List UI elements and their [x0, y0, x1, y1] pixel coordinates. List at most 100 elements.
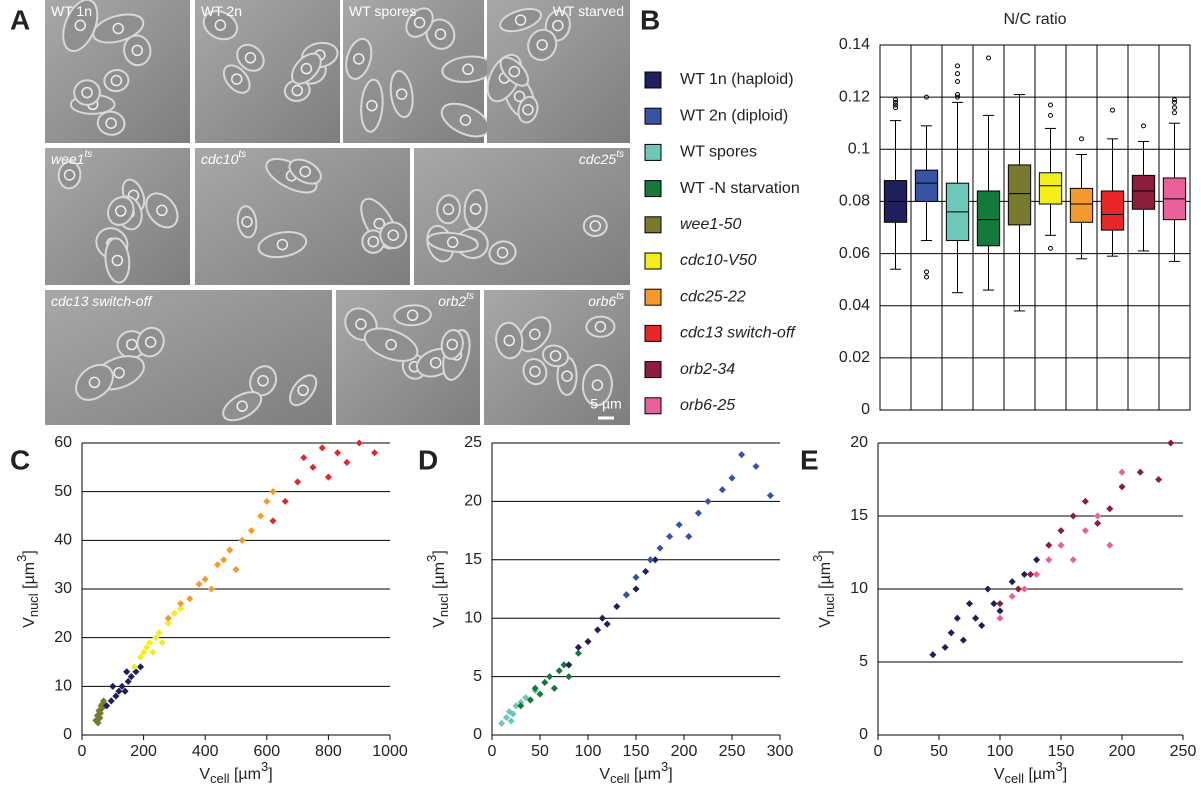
- point: [996, 600, 1004, 608]
- cell: [57, 160, 82, 190]
- nucleus: [299, 165, 311, 178]
- point: [158, 638, 166, 647]
- point: [536, 690, 544, 698]
- legend-swatch: [644, 288, 662, 306]
- point: [130, 663, 138, 671]
- nucleus: [549, 350, 562, 362]
- nucleus: [385, 338, 397, 351]
- outlier: [1110, 107, 1115, 113]
- cell: [517, 95, 539, 124]
- cell: [257, 231, 308, 259]
- x-tick-label: 100: [575, 743, 602, 760]
- axis-label-end: ]: [268, 766, 272, 783]
- nucleus: [462, 63, 474, 76]
- nucleus: [297, 384, 309, 397]
- outlier: [893, 105, 898, 111]
- point: [728, 474, 736, 482]
- image-label-text: WT 2n: [201, 3, 242, 19]
- point: [152, 634, 160, 642]
- y-tick-label: 15: [850, 507, 868, 524]
- point: [929, 651, 937, 659]
- cell: [499, 56, 530, 87]
- outlier: [924, 269, 929, 275]
- point: [522, 694, 530, 702]
- point: [507, 717, 515, 725]
- y-tick-label: 0.06: [839, 245, 870, 262]
- y-tick-label: 10: [54, 678, 72, 695]
- outlier: [924, 94, 929, 100]
- legend-label: orb6-25: [680, 397, 735, 414]
- cell: [389, 69, 414, 119]
- cell: [463, 188, 488, 230]
- legend-label: cdc25-22: [680, 288, 746, 305]
- nucleus: [131, 44, 144, 57]
- nucleus: [446, 236, 459, 249]
- point: [498, 719, 506, 727]
- point: [1155, 475, 1163, 484]
- point: [1094, 519, 1102, 527]
- point: [555, 667, 563, 675]
- image-label-text: WT spores: [349, 3, 416, 19]
- point: [186, 595, 194, 603]
- legend-swatch: [644, 143, 662, 161]
- point: [1014, 585, 1022, 593]
- x-tick-label: 600: [253, 743, 280, 760]
- x-tick-label: 400: [192, 743, 219, 760]
- cell: [96, 110, 126, 136]
- point: [560, 661, 568, 669]
- image-label-text: WT starved: [553, 3, 624, 19]
- nucleus: [514, 14, 527, 26]
- axis-label-sup: 3: [1055, 759, 1062, 774]
- nucleus: [214, 19, 227, 31]
- point: [675, 521, 683, 529]
- axis-label-main: V: [817, 617, 834, 628]
- y-tick-label: 0.14: [839, 36, 870, 53]
- panel-letter: E: [800, 444, 819, 475]
- point: [343, 458, 351, 467]
- outlier: [893, 97, 898, 103]
- axis-label-end: ]: [817, 550, 834, 554]
- nucleus: [74, 19, 87, 32]
- cell: [202, 10, 239, 41]
- axis-label-sub: cell: [1005, 771, 1025, 786]
- point: [512, 702, 520, 710]
- point: [603, 620, 611, 628]
- cell: [499, 8, 543, 33]
- point: [103, 702, 111, 710]
- nucleus: [522, 103, 534, 116]
- point: [1069, 556, 1077, 564]
- point: [232, 565, 240, 574]
- point: [177, 600, 185, 608]
- point: [124, 677, 132, 686]
- cell: [289, 374, 318, 407]
- image-label-sup: ts: [616, 149, 624, 160]
- point: [263, 497, 271, 505]
- point: [300, 454, 308, 462]
- box: [1131, 174, 1156, 210]
- x-tick-label: 150: [1048, 743, 1075, 760]
- point: [269, 517, 277, 525]
- point: [164, 619, 172, 627]
- nucleus: [367, 235, 380, 248]
- y-tick-label: 40: [54, 532, 72, 549]
- cell: [222, 391, 263, 422]
- image-label-text: cdc13 switch-off: [51, 293, 153, 309]
- point: [207, 585, 215, 593]
- scale-bar-label: 5 µm: [590, 396, 621, 412]
- outlier: [986, 55, 991, 61]
- legend-swatch: [644, 252, 662, 270]
- nucleus: [529, 365, 541, 378]
- y-tick-label: 20: [464, 493, 482, 510]
- cell: [360, 78, 384, 133]
- point: [127, 673, 135, 681]
- cell: [426, 231, 479, 253]
- point: [1118, 468, 1126, 476]
- x-tick-label: 150: [623, 743, 650, 760]
- nucleus: [105, 117, 117, 129]
- legend-swatch: [644, 71, 662, 89]
- axis-label-unit: [µm: [230, 766, 261, 783]
- point: [704, 497, 712, 505]
- x-tick-label: 0: [874, 743, 883, 760]
- nucleus: [591, 379, 604, 391]
- cell: [145, 192, 179, 229]
